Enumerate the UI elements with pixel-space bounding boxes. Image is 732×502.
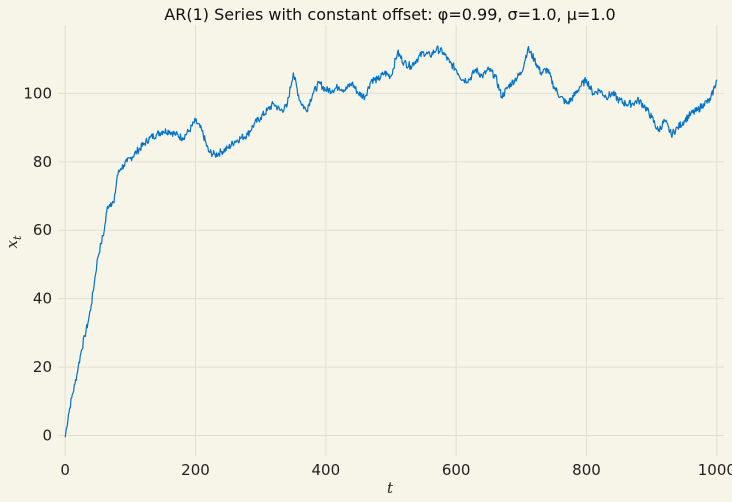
y-tick-label: 20 bbox=[33, 358, 52, 376]
x-tick-label: 1000 bbox=[698, 461, 732, 479]
y-tick-label: 0 bbox=[42, 426, 52, 444]
x-tick-label: 0 bbox=[60, 461, 70, 479]
x-tick-label: 200 bbox=[181, 461, 210, 479]
y-tick-label: 80 bbox=[33, 153, 52, 171]
y-axis-label: xt bbox=[3, 235, 24, 248]
x-tick-label: 600 bbox=[442, 461, 471, 479]
x-tick-label: 800 bbox=[572, 461, 601, 479]
y-tick-labels: 0 20 40 60 80 100 bbox=[23, 84, 52, 444]
grid-lines bbox=[58, 25, 724, 456]
y-tick-label: 60 bbox=[33, 221, 52, 239]
y-tick-label: 100 bbox=[23, 84, 52, 102]
series-line bbox=[64, 45, 718, 438]
y-axis-label-sub: t bbox=[11, 235, 24, 240]
y-axis-label-base: x bbox=[3, 239, 21, 248]
x-tick-labels: 0 200 400 600 800 1000 bbox=[60, 461, 732, 479]
x-tick-label: 400 bbox=[312, 461, 341, 479]
x-axis-label: t bbox=[387, 479, 394, 497]
y-tick-label: 40 bbox=[33, 290, 52, 308]
chart-title: AR(1) Series with constant offset: φ=0.9… bbox=[164, 5, 615, 24]
